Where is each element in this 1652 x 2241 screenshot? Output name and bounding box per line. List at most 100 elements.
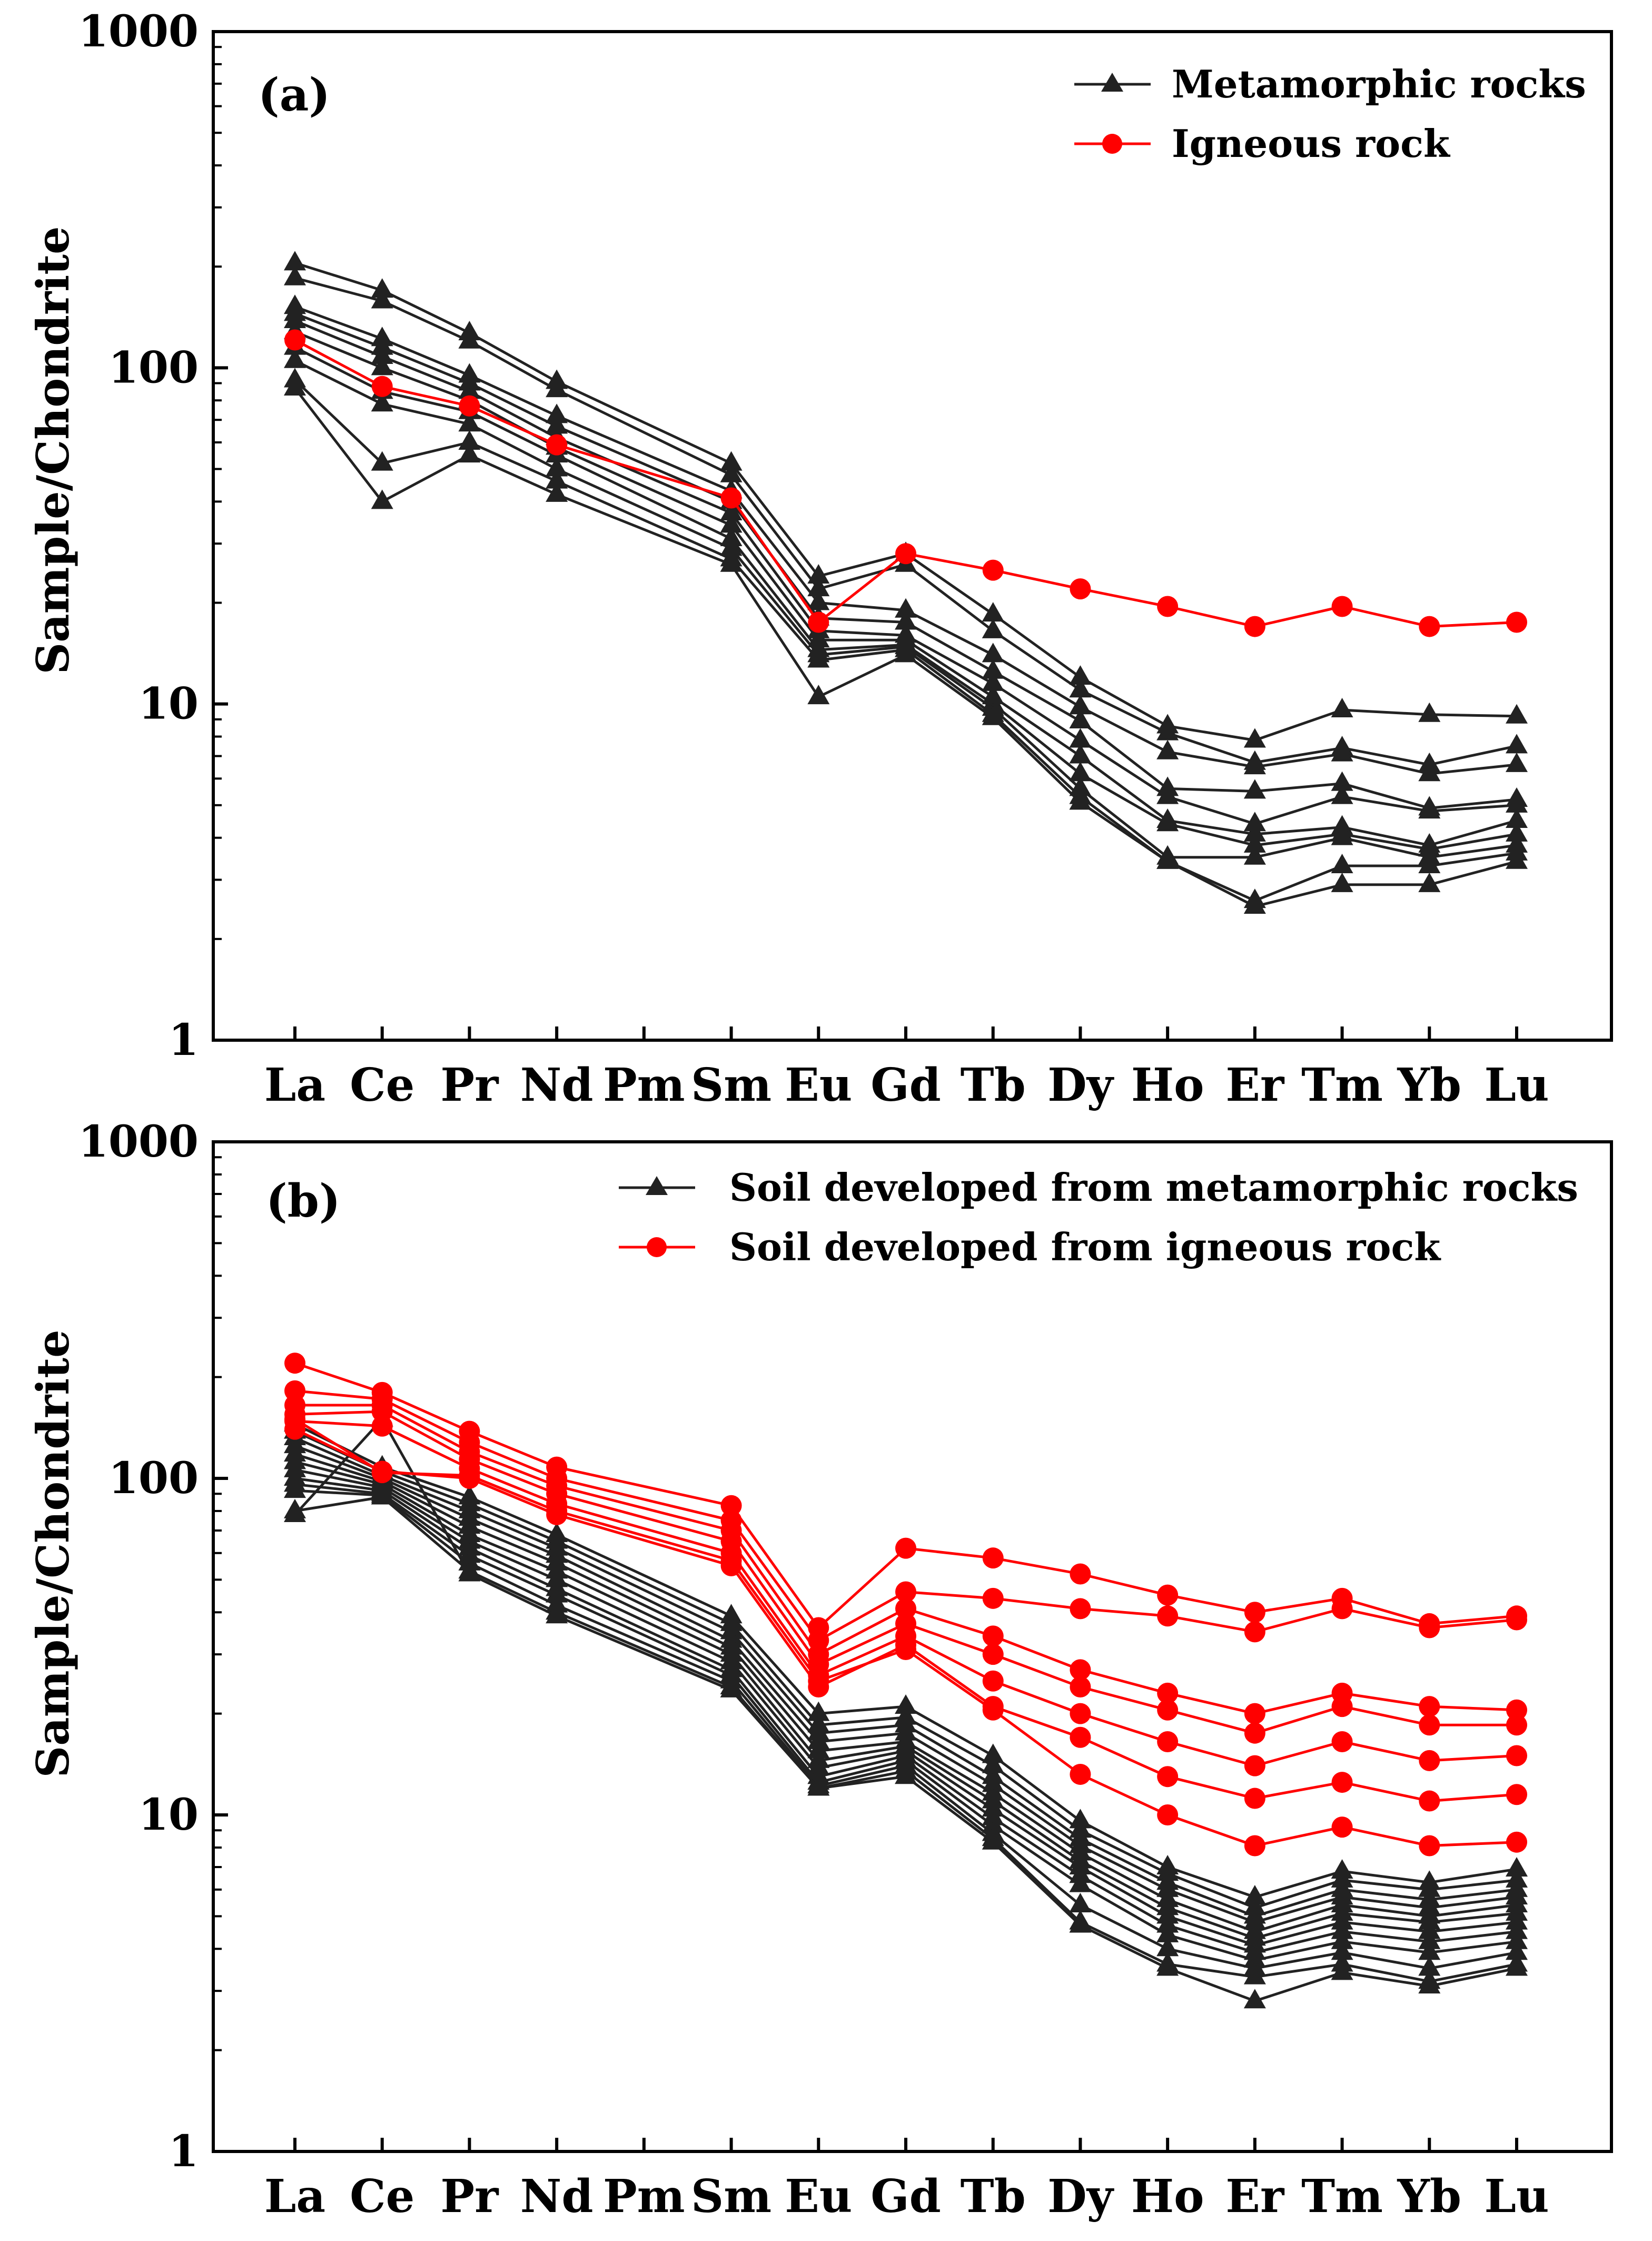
data-point-tb <box>982 618 1004 638</box>
data-point-ce <box>371 1485 393 1505</box>
x-tick-label-gd: Gd <box>870 2170 941 2223</box>
series-line <box>294 319 1517 825</box>
data-point-dy <box>1069 728 1092 748</box>
data-point-tm <box>1331 1960 1353 1980</box>
data-point-tb <box>982 559 1004 581</box>
data-point-dy <box>1069 1913 1092 1933</box>
data-point-yb <box>1419 1835 1440 1857</box>
data-point-tb <box>982 602 1004 622</box>
series-line <box>294 312 1517 809</box>
data-point-gd <box>895 543 916 565</box>
x-tick-label-tm: Tm <box>1301 2170 1383 2223</box>
x-tick-label-er: Er <box>1225 2170 1285 2223</box>
x-tick-label-ce: Ce <box>350 1059 414 1112</box>
data-point-pr <box>458 329 481 349</box>
panel-b-legend-igneous-label: Soil developed from igneous rock <box>729 1225 1441 1269</box>
series-metamorphic-9 <box>284 376 1528 914</box>
data-point-tm <box>1331 596 1353 617</box>
data-point-tb <box>982 1743 1004 1763</box>
x-tick-label-pm: Pm <box>603 1059 685 1112</box>
data-point-dy <box>1069 762 1092 782</box>
data-point-er <box>1243 1964 1266 1985</box>
data-point-ho <box>1156 720 1179 741</box>
data-point-ce <box>371 356 393 376</box>
x-tick-label-la: La <box>264 2170 325 2223</box>
data-point-dy <box>1070 1563 1091 1585</box>
y-tick-label: 1 <box>169 2126 199 2177</box>
series-line <box>294 379 1517 902</box>
data-point-lu <box>1506 1857 1528 1877</box>
data-point-tm <box>1331 825 1353 845</box>
data-point-ce <box>371 376 393 397</box>
data-point-sm <box>720 451 743 471</box>
data-point-la <box>284 1408 305 1430</box>
data-point-tb <box>982 1753 1004 1773</box>
data-point-tb <box>982 1547 1004 1569</box>
data-point-eu <box>807 577 830 597</box>
x-tick-label-lu: Lu <box>1485 1059 1549 1112</box>
data-point-er <box>1244 1602 1265 1623</box>
series-metamorphic-11 <box>284 1407 1528 2009</box>
x-tick-label-nd: Nd <box>520 2170 593 2223</box>
data-point-dy <box>1070 1726 1091 1748</box>
x-tick-label-la: La <box>264 1059 325 1112</box>
data-point-tm <box>1331 697 1353 717</box>
series-line <box>294 1453 1517 1933</box>
data-point-er <box>1243 833 1266 853</box>
data-point-pr <box>458 443 481 463</box>
data-point-yb <box>1418 1919 1441 1939</box>
panel-b-plot-area: 1 10 100 1000 La Ce Pr Nd Pm Sm Eu Gd Tb Dy Ho Er Tm Yb Lu <box>78 1117 1613 2223</box>
data-point-sm <box>720 462 743 482</box>
data-point-sm <box>720 536 743 556</box>
data-point-sm <box>720 500 743 520</box>
data-point-ce <box>371 344 393 364</box>
data-point-er <box>1243 728 1266 748</box>
data-point-pr <box>458 430 481 450</box>
data-point-tb <box>982 643 1004 663</box>
data-point-la <box>284 251 306 271</box>
x-tick-label-sm: Sm <box>691 2170 771 2223</box>
series-line <box>294 1389 1517 1642</box>
data-point-ho <box>1156 1877 1179 1897</box>
panel-a-legend-item-igneous: Igneous rock <box>1074 121 1451 166</box>
data-point-gd <box>895 1639 916 1661</box>
data-point-ho <box>1157 1804 1179 1825</box>
data-point-lu <box>1506 752 1528 772</box>
data-point-tm <box>1331 1731 1353 1753</box>
data-point-pr <box>458 412 481 432</box>
data-point-dy <box>1069 665 1092 685</box>
data-point-dy <box>1070 1598 1091 1620</box>
data-point-ho <box>1156 1922 1179 1942</box>
data-point-er <box>1243 812 1266 832</box>
data-point-tm <box>1331 771 1353 791</box>
data-point-tb <box>982 1670 1004 1692</box>
data-point-yb <box>1419 616 1440 637</box>
data-point-la <box>284 1502 306 1522</box>
series-line <box>294 346 1517 851</box>
series-line <box>294 359 1517 859</box>
data-point-eu <box>808 611 829 633</box>
x-tick-label-yb: Yb <box>1397 1059 1462 1112</box>
data-point-ho <box>1156 1956 1179 1976</box>
series-line <box>294 261 1517 742</box>
y-tick-label: 10 <box>139 1790 199 1840</box>
data-point-tm <box>1331 784 1353 804</box>
series-line <box>294 387 1517 908</box>
data-point-dy <box>1069 695 1092 715</box>
panel-a-y-axis-label: Sample/Chondrite <box>27 226 79 675</box>
x-tick-label-pr: Pr <box>440 2170 499 2223</box>
data-point-nd <box>546 482 568 502</box>
data-point-ce <box>371 1415 393 1437</box>
data-point-sm <box>720 1549 742 1571</box>
series-line <box>294 1460 1517 1940</box>
x-tick-label-eu: Eu <box>785 1059 852 1112</box>
y-tick-label: 100 <box>108 1453 199 1504</box>
data-point-er <box>1243 894 1266 914</box>
data-point-gd <box>895 610 917 630</box>
triangle-marker-icon <box>1101 73 1123 92</box>
x-tick-label-yb: Yb <box>1397 2170 1462 2223</box>
data-point-ho <box>1157 1699 1179 1721</box>
data-point-dy <box>1069 744 1092 764</box>
series-line <box>294 305 1517 775</box>
data-point-sm <box>720 552 743 572</box>
